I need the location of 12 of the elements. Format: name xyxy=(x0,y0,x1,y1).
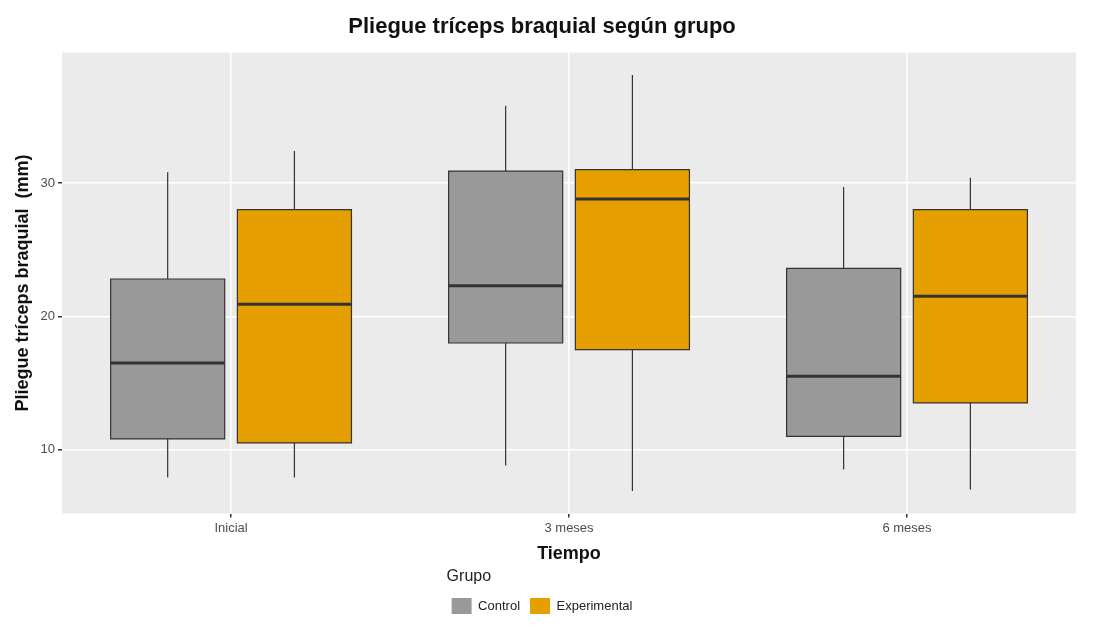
y-axis-title: Pliegue tríceps braquial (mm) xyxy=(11,154,32,412)
legend-label: Control xyxy=(478,597,521,613)
x-axis-title: Tiempo xyxy=(537,542,601,563)
legend-label: Experimental xyxy=(556,597,633,613)
x-tick-label: Inicial xyxy=(214,519,248,535)
y-tick-label: 10 xyxy=(40,441,56,457)
y-tick-label: 20 xyxy=(40,307,56,323)
chart-title: Pliegue tríceps braquial según grupo xyxy=(348,13,736,39)
y-tick-label: 30 xyxy=(40,174,56,190)
legend-title: Grupo xyxy=(446,567,492,585)
x-tick-label: 6 meses xyxy=(882,519,933,535)
x-tick-label: 3 meses xyxy=(544,519,595,535)
